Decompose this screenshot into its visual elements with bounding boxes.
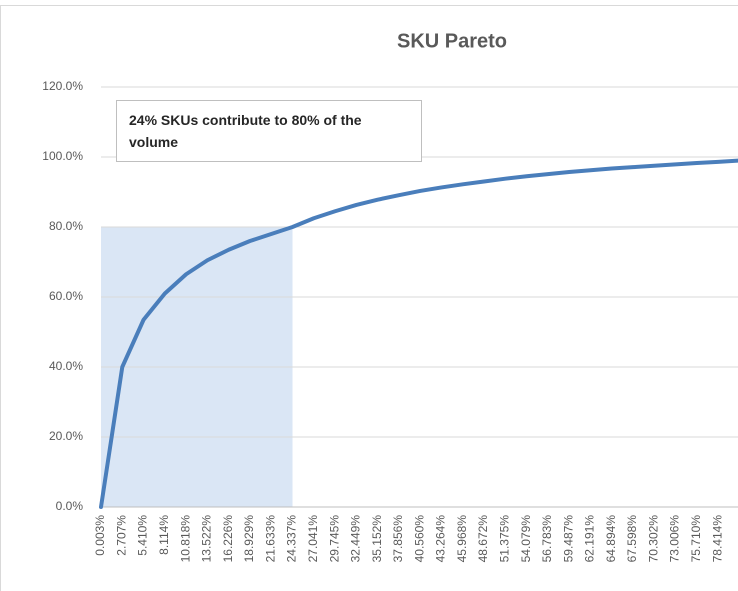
x-tick-label: 64.894% bbox=[604, 515, 618, 563]
x-tick-label: 40.560% bbox=[412, 515, 426, 563]
x-tick-label: 24.337% bbox=[285, 515, 299, 563]
x-tick-label: 43.264% bbox=[434, 515, 448, 563]
x-tick-label: 75.710% bbox=[689, 515, 703, 563]
x-tick-label: 59.487% bbox=[561, 515, 575, 563]
y-tick-label: 120.0% bbox=[42, 79, 83, 93]
x-tick-label: 29.745% bbox=[327, 515, 341, 563]
y-tick-label: 0.0% bbox=[56, 499, 84, 513]
chart-title: SKU Pareto bbox=[397, 30, 507, 52]
y-tick-label: 20.0% bbox=[49, 429, 83, 443]
y-tick-label: 100.0% bbox=[42, 149, 83, 163]
x-tick-label: 78.414% bbox=[710, 515, 724, 563]
y-tick-label: 60.0% bbox=[49, 289, 83, 303]
x-tick-label: 10.818% bbox=[178, 515, 192, 563]
x-tick-label: 56.783% bbox=[540, 515, 554, 563]
x-tick-label: 5.410% bbox=[136, 515, 150, 556]
x-tick-label: 45.968% bbox=[455, 515, 469, 563]
y-tick-label: 80.0% bbox=[49, 219, 83, 233]
x-tick-label: 37.856% bbox=[391, 515, 405, 563]
x-tick-label: 8.114% bbox=[157, 515, 171, 555]
x-tick-label: 18.929% bbox=[242, 515, 256, 563]
x-tick-label: 73.006% bbox=[668, 515, 682, 563]
x-tick-label: 27.041% bbox=[306, 515, 320, 563]
x-tick-label: 62.191% bbox=[583, 515, 597, 563]
x-tick-label: 51.375% bbox=[497, 515, 511, 563]
x-tick-label: 54.079% bbox=[519, 515, 533, 563]
x-tick-label: 21.633% bbox=[263, 515, 277, 563]
x-tick-label: 48.672% bbox=[476, 515, 490, 563]
x-tick-label: 70.302% bbox=[646, 515, 660, 563]
x-tick-label: 67.598% bbox=[625, 515, 639, 563]
x-tick-label: 13.522% bbox=[200, 515, 214, 563]
line-series bbox=[99, 158, 738, 509]
x-tick-label: 32.449% bbox=[349, 515, 363, 563]
x-tick-label: 0.003% bbox=[93, 515, 107, 556]
x-tick-label: 35.152% bbox=[370, 515, 384, 563]
y-tick-label: 40.0% bbox=[49, 359, 83, 373]
annotation: 24% SKUs contribute to 80% of the volume bbox=[116, 100, 422, 162]
x-tick-label: 16.226% bbox=[221, 515, 235, 563]
x-tick-label: 2.707% bbox=[114, 515, 128, 556]
